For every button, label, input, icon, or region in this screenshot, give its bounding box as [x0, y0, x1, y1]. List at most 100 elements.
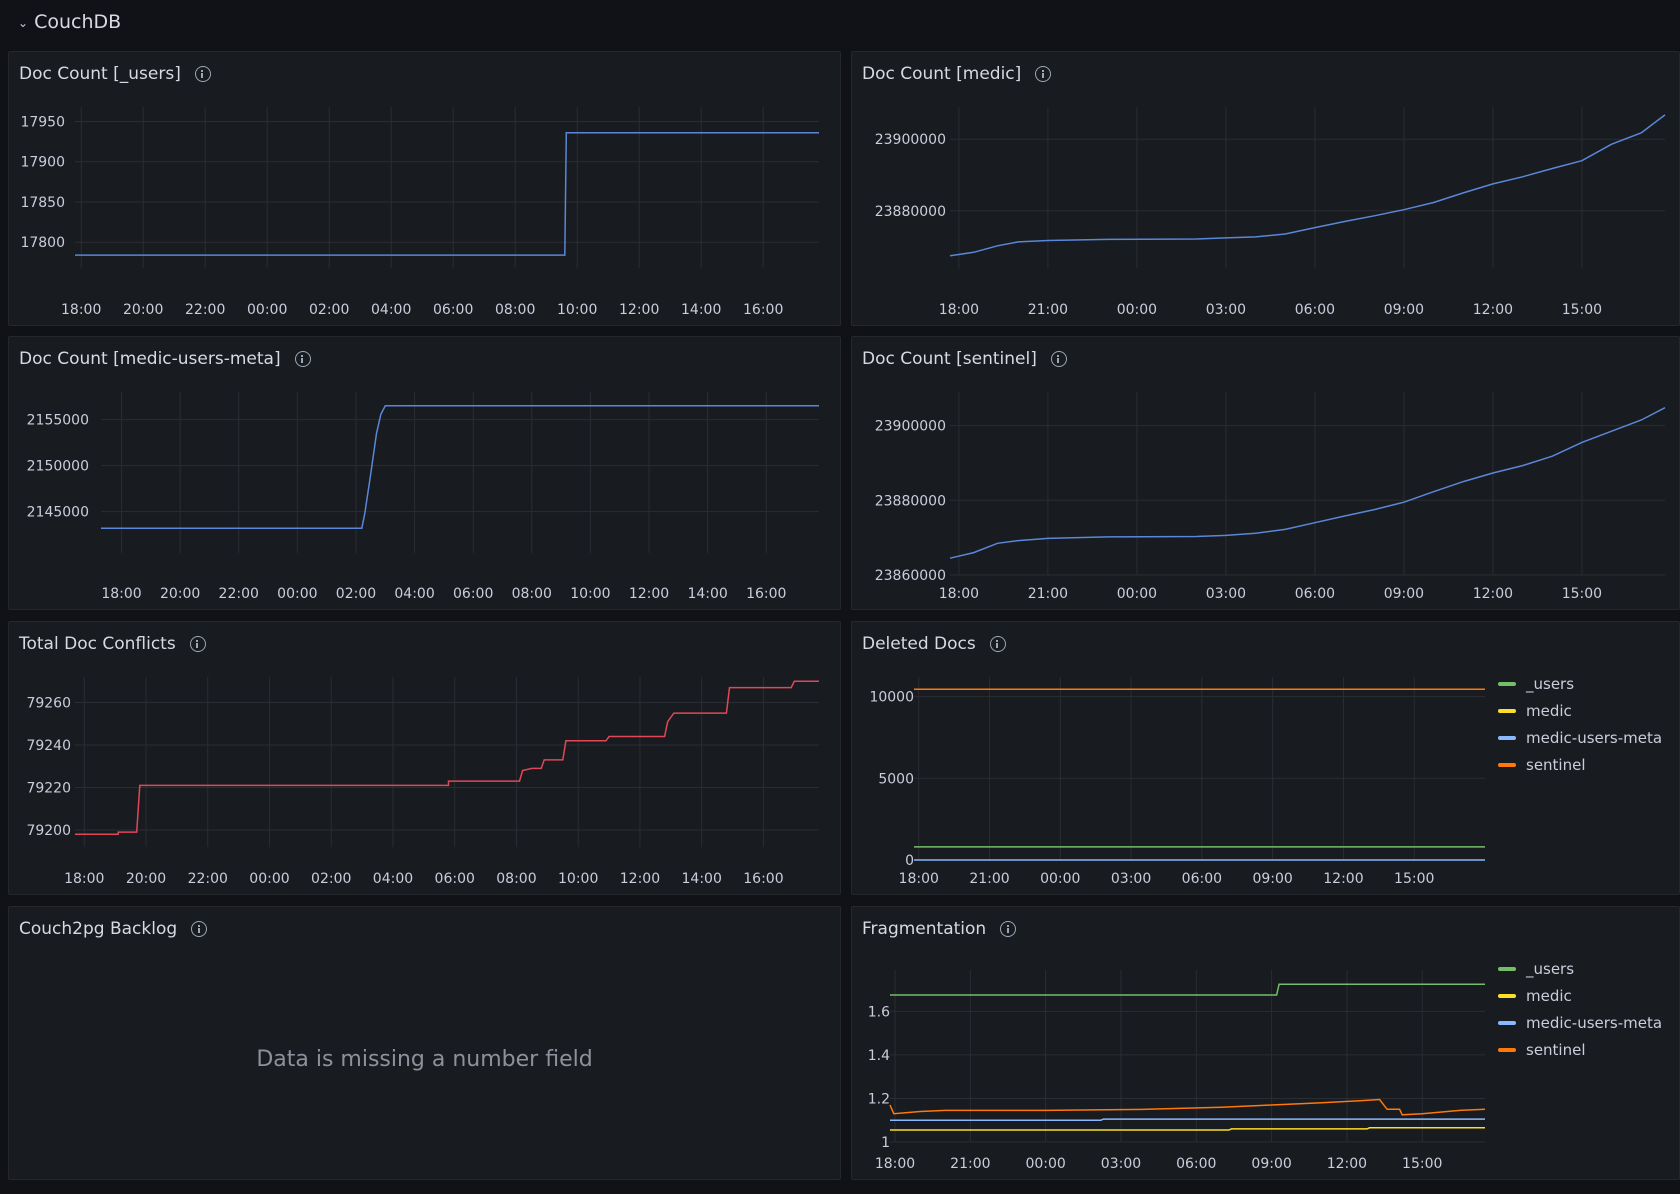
y-tick-label: 1	[881, 1135, 890, 1151]
panel-deleted-docs: Deleted Docs 18:00 21:00 00:00 03:00 06:00 09…	[851, 621, 1680, 895]
legend-swatch	[1498, 709, 1516, 713]
x-tick-label: 04:00	[371, 302, 411, 318]
legend-swatch	[1498, 967, 1516, 971]
x-tick-label: 12:00	[619, 302, 659, 318]
chevron-down-icon[interactable]: ⌄	[18, 16, 29, 30]
legend-item-medic[interactable]: medic	[1498, 702, 1662, 720]
x-tick-label: 09:00	[1384, 302, 1424, 318]
y-tick-label: 17800	[20, 235, 65, 251]
panel-title[interactable]: Doc Count [medic]	[862, 64, 1022, 84]
x-tick-label: 18:00	[939, 586, 979, 602]
legend-item-medic[interactable]: medic	[1498, 987, 1662, 1005]
legend-item-medic-users-meta[interactable]: medic-users-meta	[1498, 729, 1662, 747]
info-icon[interactable]	[294, 351, 311, 367]
x-tick-label: 15:00	[1562, 302, 1602, 318]
x-tick-label: 18:00	[61, 302, 101, 318]
x-tick-label: 06:00	[1295, 302, 1335, 318]
x-tick-label: 10:00	[557, 302, 597, 318]
legend-item-users[interactable]: _users	[1498, 675, 1662, 693]
info-icon[interactable]	[189, 636, 206, 652]
x-tick-label: 03:00	[1111, 871, 1151, 887]
panel-couch2pg-backlog: Couch2pg Backlog Data is missing a numbe…	[8, 906, 841, 1180]
legend-label: medic-users-meta	[1526, 1014, 1663, 1032]
legend-item-sentinel[interactable]: sentinel	[1498, 1041, 1662, 1059]
x-tick-label: 02:00	[311, 871, 351, 887]
panel-title[interactable]: Deleted Docs	[862, 634, 976, 654]
panel-title[interactable]: Fragmentation	[862, 919, 987, 939]
y-tick-label: 17950	[20, 114, 65, 130]
info-icon[interactable]	[1050, 351, 1067, 367]
panel-doc-count-users: Doc Count [_users] 18:00 20:00 22:00 00:00 0…	[8, 51, 841, 326]
x-tick-label: 06:00	[435, 871, 475, 887]
legend-swatch	[1498, 763, 1516, 767]
info-icon[interactable]	[989, 636, 1006, 652]
panel-title[interactable]: Couch2pg Backlog	[19, 919, 178, 939]
series-line-medic	[890, 1127, 1485, 1131]
y-tick-label: 2150000	[27, 459, 89, 475]
x-tick-label: 12:00	[1327, 1156, 1367, 1172]
series-line-sentinel	[889, 1098, 1486, 1116]
y-tick-label: 23880000	[875, 204, 946, 220]
x-tick-label: 12:00	[1323, 871, 1363, 887]
chart-doc-count-users: 18:00 20:00 22:00 00:00 02:00 04:00 06:00 08:00…	[20, 107, 819, 318]
y-tick-label: 0	[905, 853, 914, 869]
legend: _users medic medic-users-meta sentinel	[1498, 960, 1662, 1059]
legend-swatch	[1498, 682, 1516, 686]
x-tick-label: 20:00	[123, 302, 163, 318]
x-tick-label: 06:00	[1182, 871, 1222, 887]
x-tick-label: 00:00	[1040, 871, 1080, 887]
panel-doc-count-medic-users-meta: Doc Count [medic-users-meta] 18:00 20:00 2…	[8, 336, 841, 610]
x-tick-label: 16:00	[743, 871, 783, 887]
chart-total-doc-conflicts: 18:00 20:00 22:00 00:00 02:00 04:00 06:00 08:00…	[26, 677, 819, 887]
legend-label: _users	[1526, 675, 1575, 693]
y-tick-label: 17850	[20, 195, 65, 211]
legend-swatch	[1498, 1021, 1516, 1025]
info-icon[interactable]	[1000, 921, 1017, 937]
info-icon[interactable]	[191, 921, 208, 937]
y-tick-label: 23900000	[875, 419, 946, 435]
info-icon[interactable]	[194, 66, 211, 82]
legend-swatch	[1498, 1048, 1516, 1052]
chart-doc-count-medic-users-meta: 18:00 20:00 22:00 00:00 02:00 04:00 06:00 08:00…	[27, 392, 819, 602]
legend-item-sentinel[interactable]: sentinel	[1498, 756, 1662, 774]
chart-deleted-docs: 18:00 21:00 00:00 03:00 06:00 09:00 12:00 15:00…	[869, 677, 1485, 887]
legend-item-users[interactable]: _users	[1498, 960, 1662, 978]
panel-title[interactable]: Doc Count [_users]	[19, 64, 181, 84]
y-tick-label: 1.2	[868, 1091, 890, 1107]
chart-fragmentation: 18:00 21:00 00:00 03:00 06:00 09:00 12:00 15:00…	[868, 970, 1486, 1172]
series-line-users	[890, 983, 1485, 996]
x-tick-label: 22:00	[219, 586, 259, 602]
x-tick-label: 18:00	[939, 302, 979, 318]
panel-title[interactable]: Doc Count [sentinel]	[862, 349, 1037, 369]
x-tick-label: 20:00	[126, 871, 166, 887]
x-tick-label: 14:00	[682, 871, 722, 887]
chart-doc-count-sentinel: 18:00 21:00 00:00 03:00 06:00 09:00 12:00 15:00…	[875, 392, 1666, 602]
x-tick-label: 06:00	[433, 302, 473, 318]
x-tick-label: 16:00	[746, 586, 786, 602]
legend-label: sentinel	[1526, 1041, 1586, 1059]
y-tick-label: 23860000	[875, 568, 946, 584]
x-tick-label: 15:00	[1394, 871, 1434, 887]
x-tick-label: 08:00	[496, 871, 536, 887]
no-data-message: Data is missing a number field	[256, 1047, 593, 1072]
x-tick-label: 18:00	[875, 1156, 915, 1172]
x-tick-label: 00:00	[247, 302, 287, 318]
legend-label: _users	[1526, 960, 1575, 978]
info-icon[interactable]	[1035, 66, 1052, 82]
row-title: CouchDB	[34, 11, 122, 33]
panel-title[interactable]: Total Doc Conflicts	[19, 634, 176, 654]
x-tick-label: 21:00	[969, 871, 1009, 887]
y-tick-label: 23900000	[875, 132, 946, 148]
x-tick-label: 03:00	[1101, 1156, 1141, 1172]
x-tick-label: 06:00	[1295, 586, 1335, 602]
panel-title[interactable]: Doc Count [medic-users-meta]	[19, 349, 281, 369]
row-header-couchdb[interactable]: ⌄ CouchDB	[0, 0, 1680, 44]
x-tick-label: 08:00	[495, 302, 535, 318]
y-tick-label: 79220	[26, 781, 71, 797]
x-tick-label: 00:00	[249, 871, 289, 887]
y-tick-label: 79240	[26, 738, 71, 754]
x-tick-label: 02:00	[336, 586, 376, 602]
y-tick-label: 5000	[878, 771, 914, 787]
legend-item-medic-users-meta[interactable]: medic-users-meta	[1498, 1014, 1662, 1032]
x-tick-label: 14:00	[681, 302, 721, 318]
